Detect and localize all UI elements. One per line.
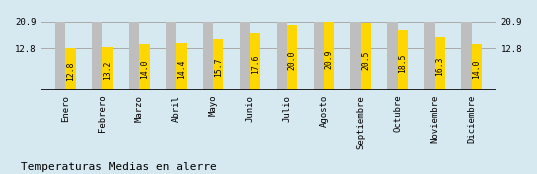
Text: 14.0: 14.0 — [473, 60, 481, 79]
Text: 14.4: 14.4 — [177, 59, 186, 79]
Text: 20.0: 20.0 — [288, 51, 296, 70]
Text: 13.2: 13.2 — [103, 61, 112, 80]
Bar — [287, 25, 297, 90]
Bar — [92, 22, 103, 90]
Bar — [324, 22, 334, 90]
Bar — [424, 22, 434, 90]
Bar — [398, 30, 408, 90]
Bar — [361, 23, 371, 90]
Text: 20.5: 20.5 — [361, 50, 371, 70]
Bar — [129, 22, 139, 90]
Bar — [351, 22, 361, 90]
Bar — [471, 44, 482, 90]
Text: 18.5: 18.5 — [398, 53, 408, 73]
Bar — [314, 22, 324, 90]
Bar — [277, 22, 287, 90]
Bar — [240, 22, 250, 90]
Bar — [461, 22, 471, 90]
Bar — [66, 48, 76, 90]
Text: 16.3: 16.3 — [436, 56, 445, 76]
Bar — [139, 44, 150, 90]
Text: Temperaturas Medias en alerre: Temperaturas Medias en alerre — [21, 162, 217, 172]
Bar — [55, 22, 66, 90]
Text: 12.8: 12.8 — [66, 61, 75, 81]
Bar — [103, 47, 113, 90]
Bar — [250, 33, 260, 90]
Text: 15.7: 15.7 — [214, 57, 223, 77]
Bar — [166, 22, 176, 90]
Bar — [203, 22, 213, 90]
Bar — [213, 39, 223, 90]
Bar — [387, 22, 398, 90]
Text: 20.9: 20.9 — [324, 50, 333, 69]
Text: 14.0: 14.0 — [140, 60, 149, 79]
Text: 17.6: 17.6 — [251, 54, 260, 74]
Bar — [434, 37, 445, 90]
Bar — [176, 43, 186, 90]
